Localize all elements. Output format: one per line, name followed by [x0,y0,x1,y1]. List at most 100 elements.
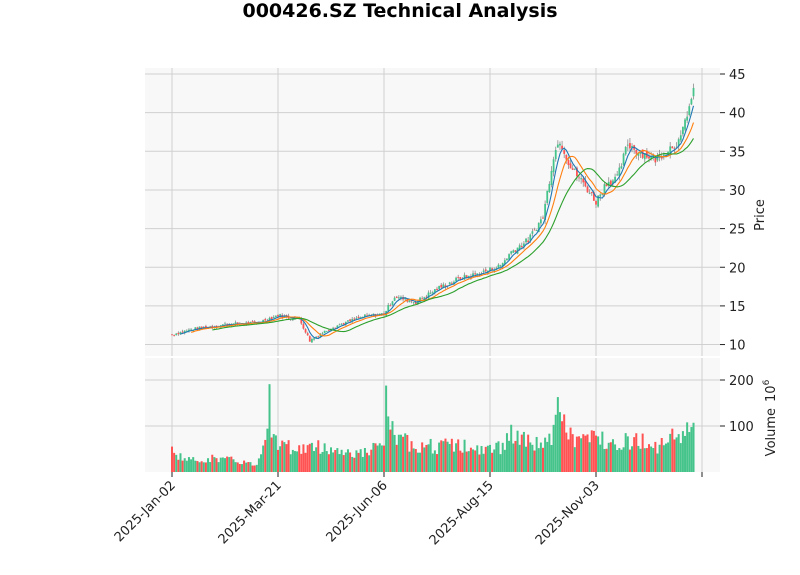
volume-bar [590,430,593,472]
candle [567,159,570,165]
volume-bar [406,434,409,472]
candle [563,150,566,154]
candle [559,143,561,146]
volume-bar [171,446,173,472]
candle [387,304,390,311]
volume-bar [438,442,441,472]
volume-bar [277,449,279,472]
candle [380,313,383,315]
candle [253,321,256,323]
volume-bar [537,448,540,472]
volume-bar [359,449,362,472]
candle [277,314,279,317]
volume-bar [554,414,557,472]
price-axis-label: Price [753,199,768,231]
volume-bar [497,441,500,472]
volume-bar [692,422,695,472]
volume-bar [505,433,508,472]
candle [673,148,676,150]
candle [397,297,400,299]
volume-bar [253,465,256,472]
volume-bar [423,447,426,472]
candle [171,334,173,336]
candle [648,156,650,159]
candle [631,145,633,148]
candle [626,144,629,146]
volume-bar [251,465,254,472]
volume-bar [501,442,504,472]
candle [395,296,398,299]
volume-bar [648,444,650,472]
candle [243,324,245,326]
volume-bar [535,436,538,472]
volume-bar [467,451,470,472]
volume-bar [268,384,271,472]
candle [603,184,606,195]
date-tick-label: 2025-Mar-21 [216,478,285,547]
volume-bar [459,450,462,472]
price-tick-label: 30 [729,184,746,199]
candle [514,250,517,252]
volume-bar [412,448,415,472]
volume-bar [677,434,680,472]
candle [463,274,466,280]
candle [353,318,356,320]
candle [317,336,320,338]
candle [495,268,498,269]
volume-bar [310,442,313,472]
volume-bar [465,451,468,472]
volume-bar [667,442,670,472]
price-panel [145,68,720,356]
volume-bar [580,438,583,472]
candle [270,316,273,319]
volume-bar [548,433,551,472]
price-axis: 45 40 35 30 25 20 15 10 [720,68,746,354]
volume-bar [243,460,246,472]
candle [300,318,303,324]
volume-bar [410,441,413,472]
volume-bar [650,446,653,472]
volume-axis-label: Volume106 [762,379,779,456]
candle [400,296,402,299]
volume-bar [563,414,566,472]
volume-bar [622,447,625,472]
volume-bar [245,462,248,472]
candle [467,275,470,278]
volume-bar [291,449,294,472]
price-tick-label: 40 [729,107,746,122]
ma-long-line [212,138,694,333]
candle [349,319,351,322]
volume-bar [198,462,201,472]
candle [236,322,239,325]
candle [291,319,294,321]
candle [355,317,358,319]
candle [679,135,682,141]
candle [506,258,508,261]
candle [465,275,468,278]
volume-bar [664,443,667,472]
volume-bar [194,460,197,472]
price-tick-label: 20 [729,261,746,276]
candle [211,325,214,328]
candle [393,297,396,301]
volume-bar [192,457,195,472]
candle [274,315,277,317]
volume-bar [363,447,366,472]
candle [391,301,394,305]
volume-bar [662,445,665,472]
candle [616,174,619,176]
candle [455,277,457,282]
candle [408,300,411,303]
volume-bar [569,427,572,472]
volume-bar [366,452,369,472]
candle [459,277,462,280]
volume-bar [643,448,646,472]
volume-bar [336,448,339,472]
candle [427,292,430,299]
volume-bar [228,457,231,472]
volume-bar [321,451,324,472]
volume-bar [325,451,328,472]
volume-bar [397,434,400,472]
candle [340,323,343,325]
candle [576,167,578,177]
